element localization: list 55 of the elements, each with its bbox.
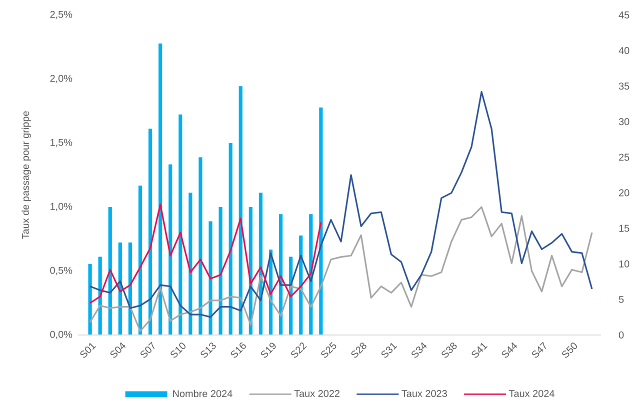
x-tick-label: S13 xyxy=(200,342,216,358)
y2-tick-label: 35 xyxy=(618,82,630,90)
y2-tick-label: 15 xyxy=(619,224,630,232)
bar xyxy=(198,157,202,335)
legend-label: Nombre 2024 xyxy=(173,390,232,398)
y2-tick-label: 40 xyxy=(618,47,630,54)
y-tick-label: 1,0% xyxy=(50,202,72,212)
bar xyxy=(228,142,232,335)
bar xyxy=(88,264,92,335)
bar xyxy=(208,221,212,335)
bar xyxy=(178,114,182,335)
bar xyxy=(218,206,222,335)
y-tick-label: 0,5% xyxy=(50,266,72,276)
y2-tick-label: 0 xyxy=(618,331,624,339)
y-tick-label: 1,5% xyxy=(50,138,72,148)
x-tick-label: S07 xyxy=(140,342,155,358)
x-tick-label: S19 xyxy=(260,342,276,358)
x-tick-label: S25 xyxy=(321,342,336,358)
bar xyxy=(148,128,152,335)
bar xyxy=(158,43,162,335)
x-tick-label: S44 xyxy=(502,342,518,358)
y-tick-label: 2,5% xyxy=(50,10,72,20)
y2-tick-label: 30 xyxy=(618,118,630,126)
bar xyxy=(108,206,112,335)
x-tick-label: S10 xyxy=(170,342,186,358)
y2-tick-label: 10 xyxy=(619,260,630,268)
y2-tick-label: 25 xyxy=(619,154,630,161)
bar xyxy=(188,192,192,335)
x-tick-label: S04 xyxy=(110,342,126,358)
legend-label: Taux 2022 xyxy=(294,390,340,398)
legend-label: Taux 2024 xyxy=(508,390,554,398)
y2-tick-label: 45 xyxy=(618,12,630,18)
x-tick-label: S22 xyxy=(291,342,307,358)
bar xyxy=(238,86,242,335)
x-tick-label: S01 xyxy=(80,342,96,358)
bar xyxy=(319,107,323,335)
y-tick-label: 2,0% xyxy=(50,74,72,84)
bar xyxy=(138,186,142,335)
x-tick-label: S41 xyxy=(472,342,488,358)
y-tick-label: 0,0% xyxy=(50,330,72,340)
x-tick-label: S38 xyxy=(442,342,457,358)
legend-label: Taux 2023 xyxy=(402,390,447,398)
line-series xyxy=(89,204,322,304)
line-series xyxy=(89,206,593,332)
x-tick-label: S28 xyxy=(351,342,366,358)
y-axis-title: Taux de passage pour grippe xyxy=(22,111,31,240)
y2-tick-label: 5 xyxy=(618,296,624,303)
bar xyxy=(168,164,172,335)
x-tick-label: S34 xyxy=(412,342,427,358)
x-tick-label: S47 xyxy=(532,342,546,358)
line-series xyxy=(89,90,593,318)
x-tick-label: S50 xyxy=(562,342,577,358)
x-tick-label: S31 xyxy=(381,342,398,358)
x-tick-label: S16 xyxy=(230,342,246,358)
y2-tick-label: 20 xyxy=(619,189,630,196)
